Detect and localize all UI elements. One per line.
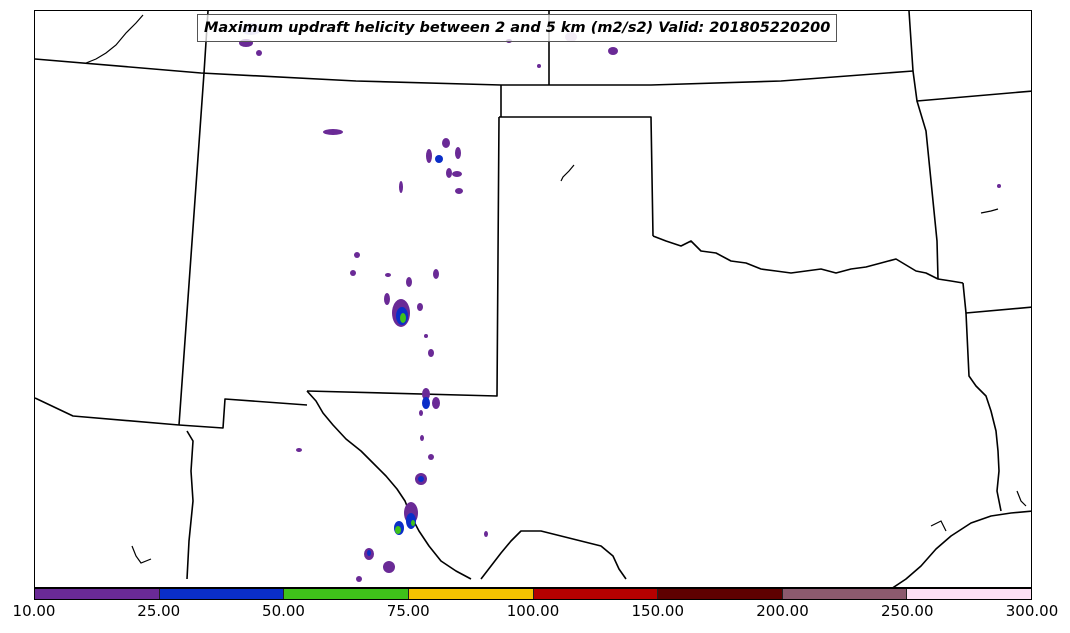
- coast-tx: [1016, 490, 1027, 507]
- cell: [406, 277, 412, 287]
- cell: [446, 168, 452, 178]
- colorbar-tick-label: 10.00: [12, 602, 56, 620]
- colorbar-segment: [658, 589, 783, 599]
- coast-tx-2: [930, 520, 947, 532]
- colorbar-tick-label: 150.00: [631, 602, 685, 620]
- cell: [383, 561, 395, 573]
- colorbar-segment: [782, 589, 908, 599]
- cell: [385, 273, 391, 277]
- colorbar-tick-label: 100.00: [506, 602, 560, 620]
- cell: [420, 435, 424, 441]
- cell: [418, 476, 424, 482]
- colorbar-segment: [408, 589, 534, 599]
- colorbar-tick-label: 25.00: [137, 602, 181, 620]
- helicity-cells: [239, 23, 1001, 582]
- cell: [997, 184, 1001, 188]
- map-panel: [34, 10, 1032, 588]
- cell: [400, 313, 406, 323]
- cell: [384, 293, 390, 305]
- cell: [399, 181, 403, 193]
- cell: [435, 155, 443, 163]
- state-border-mo-ar: [916, 100, 939, 280]
- state-border-nm-az: [178, 398, 308, 429]
- cell: [354, 252, 360, 258]
- colorbar-tick-label: 200.00: [756, 602, 809, 620]
- map-title-text: Maximum updraft helicity between 2 and 5…: [204, 20, 831, 36]
- cell: [406, 513, 416, 529]
- cell: [432, 397, 440, 409]
- cell: [417, 303, 423, 311]
- cell: [426, 149, 432, 163]
- cell: [323, 129, 343, 135]
- cell: [367, 550, 371, 556]
- colorbar-tick-label: 75.00: [386, 602, 430, 620]
- cell: [395, 526, 401, 534]
- cell: [350, 270, 356, 276]
- colorbar-segment: [159, 589, 285, 599]
- lake-ok: [560, 164, 575, 182]
- cell: [442, 138, 450, 148]
- colorbar-segment: [533, 589, 659, 599]
- colorbar: [34, 588, 1032, 600]
- lake-az: [131, 545, 152, 564]
- gulf-coast: [892, 510, 1031, 587]
- cell: [455, 147, 461, 159]
- rio-grande: [306, 390, 472, 580]
- cell: [411, 520, 415, 526]
- cell: [428, 349, 434, 357]
- state-border-tx-la: [965, 312, 1002, 512]
- cell: [433, 269, 439, 279]
- state-border-ks-mo: [908, 11, 1031, 102]
- cell: [422, 388, 430, 400]
- map-title: Maximum updraft helicity between 2 and 5…: [197, 14, 838, 42]
- cell: [424, 334, 428, 338]
- cell: [296, 448, 302, 452]
- colorbar-tick-label: 300.00: [1005, 602, 1059, 620]
- colorbar-segment: [35, 589, 160, 599]
- cell: [452, 171, 462, 177]
- state-border-ar-la: [962, 282, 1031, 314]
- state-border-az-mexico: [186, 430, 194, 580]
- cell: [428, 454, 434, 460]
- colorbar-tick-label: 50.00: [262, 602, 305, 620]
- cell: [256, 50, 262, 56]
- colorbar-labels: 10.00 25.00 50.00 75.00 100.00 150.00 200.00 25…: [0, 602, 1070, 626]
- cell: [455, 188, 463, 194]
- colorbar-segment: [284, 589, 409, 599]
- map-canvas: [35, 11, 1031, 587]
- state-border-red-river: [652, 235, 964, 284]
- cell: [484, 531, 488, 537]
- state-border-ok: [499, 116, 654, 237]
- lake-ut: [85, 14, 144, 64]
- cell: [537, 64, 541, 68]
- lake-mo: [980, 208, 999, 214]
- cell: [422, 397, 430, 409]
- cell: [356, 576, 362, 582]
- state-border-nm-tx: [306, 116, 500, 397]
- state-border-az-west: [35, 397, 180, 426]
- cell: [419, 410, 423, 416]
- colorbar-tick-label: 250.00: [881, 602, 934, 620]
- rio-grande-lower: [480, 530, 627, 580]
- state-border-north: [35, 58, 914, 86]
- colorbar-segment: [907, 589, 1031, 599]
- cell: [608, 47, 618, 55]
